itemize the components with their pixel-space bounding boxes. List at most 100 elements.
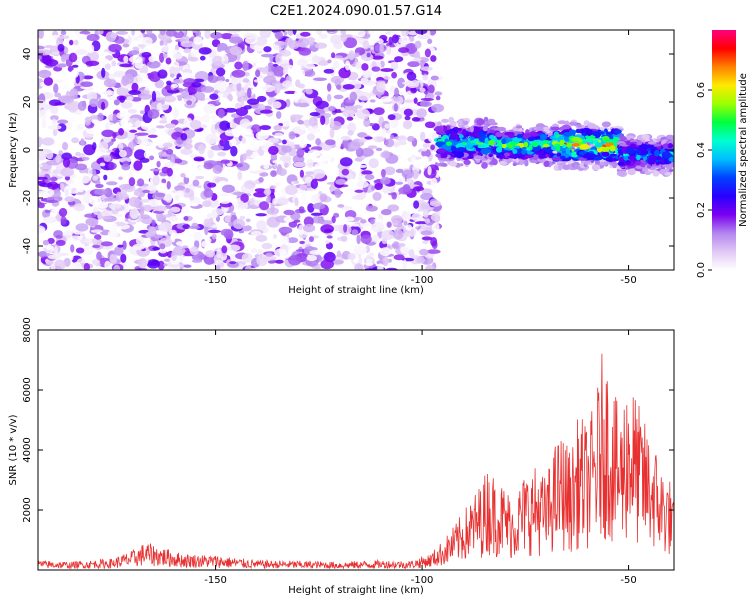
noise-cell [68,52,78,63]
noise-cell [395,168,404,174]
noise-cell [330,117,335,128]
y-tick-label: -20 [22,190,33,206]
noise-cell [64,196,75,203]
noise-cell [306,255,318,262]
noise-cell [134,189,140,196]
noise-cell [387,204,400,212]
noise-cell [314,162,329,169]
noise-cell [142,189,151,194]
band-core-cell [527,136,535,142]
band-core-cell [562,144,567,148]
noise-cell [112,213,124,217]
noise-cell [411,117,421,122]
noise-cell [320,115,326,126]
noise-cell [93,82,103,90]
noise-cell [320,139,327,143]
noise-cell [165,57,172,65]
band-core-cell [556,152,562,157]
noise-cell [108,73,116,80]
noise-cell [347,130,354,136]
noise-cell [244,71,250,77]
band-core-cell [503,152,511,157]
noise-cell [146,60,161,69]
band-core-cell [604,138,615,143]
noise-cell [60,216,67,226]
noise-cell [344,60,351,71]
noise-cell [283,209,295,216]
noise-cell [45,199,59,203]
noise-cell [133,160,143,171]
noise-cell [390,215,403,224]
noise-cell [278,226,293,234]
noise-cell [396,199,405,207]
band-halo-cell [576,123,582,128]
band-core-cell [634,160,642,166]
noise-cell [175,30,181,33]
noise-cell [242,60,249,72]
noise-cell [259,172,269,177]
band-core-cell [444,129,456,135]
noise-cell [54,92,62,98]
noise-cell [325,139,336,146]
band-core-cell [508,133,515,138]
noise-cell [58,207,68,217]
noise-cell [359,138,367,143]
noise-cell [39,182,53,188]
noise-cell [315,100,329,109]
noise-cell [148,55,156,63]
noise-cell [424,48,431,58]
noise-cell [118,149,127,158]
noise-cell [166,80,172,86]
noise-cell [323,68,335,74]
noise-cell [310,212,323,217]
noise-cell [421,236,433,241]
noise-cell [70,69,79,78]
noise-cell [304,55,310,61]
noise-cell [309,249,323,255]
noise-cell [276,197,289,206]
noise-cell [210,115,218,120]
band-core-cell [551,156,562,161]
noise-cell [140,214,151,220]
noise-cell [326,83,332,92]
noise-cell [371,185,376,191]
noise-cell [205,250,216,258]
noise-cell [386,221,392,228]
band-core-cell [445,141,453,146]
noise-cell [369,99,376,103]
noise-cell [331,52,336,59]
noise-cell [375,147,383,152]
noise-cell [283,157,291,168]
noise-cell [416,256,425,264]
noise-cell [122,43,130,48]
x-tick-label: -150 [204,275,227,286]
noise-cell [38,150,48,161]
noise-cell [261,242,273,250]
noise-cell [263,163,270,170]
noise-cell [373,107,385,116]
noise-cell [118,157,132,163]
band-core-cell [458,134,464,139]
noise-cell [427,84,435,94]
noise-cell [51,254,62,259]
noise-cell [70,262,82,270]
noise-cell [430,55,437,62]
noise-cell [237,204,249,209]
band-core-cell [515,145,521,149]
noise-cell [424,264,436,270]
noise-cell [125,123,134,127]
noise-cell [75,247,85,254]
band-core-cell [558,136,564,141]
noise-cell [267,62,274,68]
noise-cell [297,83,306,89]
noise-cell [299,184,308,191]
noise-cell [340,135,352,141]
snr-x-label: Height of straight line (km) [288,585,424,596]
noise-cell [192,179,200,187]
noise-cell [168,215,179,222]
noise-cell [397,243,406,247]
noise-cell [195,30,202,38]
noise-cell [91,244,101,249]
band-core-cell [540,134,547,141]
noise-cell [204,30,211,39]
